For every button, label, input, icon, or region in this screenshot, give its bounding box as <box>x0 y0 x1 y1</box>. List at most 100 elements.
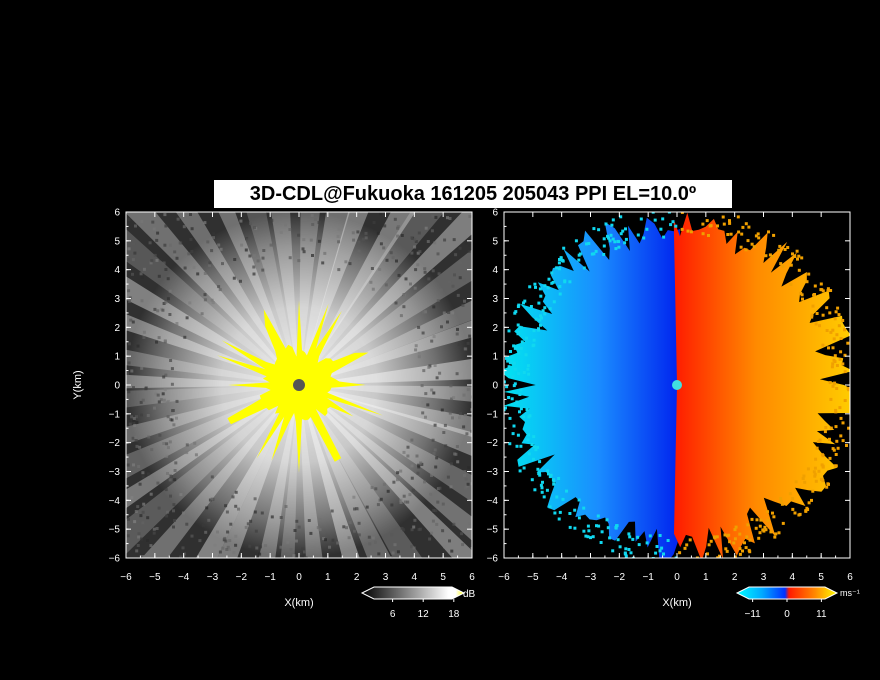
reflectivity-noise-cell <box>441 529 445 533</box>
velocity-speckle-cell <box>539 323 542 327</box>
reflectivity-noise-cell <box>415 454 419 458</box>
reflectivity-noise-cell <box>417 351 421 355</box>
velocity-speckle-cell <box>537 301 541 305</box>
velocity-speckle-cell <box>845 444 848 447</box>
velocity-speckle-cell <box>611 218 615 222</box>
x-tick-label: 1 <box>325 572 331 583</box>
reflectivity-noise-cell <box>169 494 172 498</box>
velocity-speckle-cell <box>755 518 759 522</box>
reflectivity-ray <box>126 349 299 385</box>
velocity-speckle-cell <box>606 526 610 530</box>
reflectivity-ray <box>299 212 445 385</box>
velocity-speckle-cell <box>504 406 507 410</box>
reflectivity-noise-cell <box>252 265 256 269</box>
velocity-speckle-cell <box>617 240 620 244</box>
velocity-speckle-cell <box>674 561 677 564</box>
reflectivity-noise-cell <box>253 510 257 514</box>
velocity-speckle-cell <box>528 414 532 418</box>
reflectivity-noise-cell <box>414 348 418 352</box>
reflectivity-noise-cell <box>136 344 140 348</box>
velocity-speckle-cell <box>827 482 830 486</box>
velocity-colorbar-unit: ms⁻¹ <box>840 588 860 598</box>
velocity-speckle-cell <box>522 301 525 305</box>
reflectivity-noise-cell <box>455 332 459 336</box>
velocity-speckle-cell <box>841 421 845 425</box>
velocity-speckle-cell <box>754 234 758 238</box>
y-tick-label: 1 <box>492 352 498 363</box>
reflectivity-noise-cell <box>424 415 427 419</box>
velocity-speckle-cell <box>831 362 835 366</box>
reflectivity-noise-cell <box>353 507 357 511</box>
velocity-speckle-cell <box>637 543 641 547</box>
x-tick-label: −2 <box>614 572 626 583</box>
reflectivity-noise-cell <box>131 436 135 440</box>
reflectivity-noise-cell <box>172 525 175 529</box>
reflectivity-noise-cell <box>187 252 191 256</box>
velocity-speckle-cell <box>614 526 618 530</box>
reflectivity-noise-cell <box>153 253 157 257</box>
reflectivity-noise-cell <box>159 257 163 261</box>
velocity-receding-region <box>673 212 850 558</box>
y-tick-label: −5 <box>109 525 121 536</box>
reflectivity-noise-cell <box>420 384 424 388</box>
reflectivity-noise-cell <box>295 519 299 523</box>
velocity-speckle-cell <box>519 388 523 392</box>
reflectivity-noise-cell <box>126 258 130 261</box>
reflectivity-noise-cell <box>449 485 453 489</box>
velocity-speckle-cell <box>814 457 818 461</box>
velocity-speckle-cell <box>629 551 633 555</box>
reflectivity-noise-cell <box>126 534 130 538</box>
reflectivity-noise-cell <box>316 526 320 530</box>
velocity-speckle-cell <box>530 443 534 446</box>
colorbar-tick-label: 12 <box>418 609 430 620</box>
reflectivity-noise-cell <box>204 530 208 534</box>
velocity-speckle-cell <box>740 232 744 236</box>
reflectivity-noise-cell <box>404 277 408 281</box>
velocity-speckle-cell <box>578 252 582 256</box>
y-tick-label: 5 <box>492 236 498 247</box>
reflectivity-noise-cell <box>456 327 459 331</box>
velocity-speckle-cell <box>543 306 547 310</box>
velocity-speckle-cell <box>793 511 797 515</box>
reflectivity-noise-cell <box>399 500 403 504</box>
reflectivity-panel: −6 −5 −4 −3 −2 −1 0 1 2 3 4 5 6 −6 −5 −4 −3 −2 −1 0 1 2 3 4 5 6 X… <box>72 208 475 610</box>
velocity-speckle-cell <box>744 248 748 252</box>
velocity-speckle-cell <box>777 248 781 252</box>
velocity-speckle-cell <box>725 549 729 553</box>
reflectivity-noise-cell <box>435 522 439 526</box>
reflectivity-noise-cell <box>452 522 456 526</box>
velocity-speckle-cell <box>689 230 693 234</box>
x-tick-label: −3 <box>207 572 219 583</box>
velocity-speckle-cell <box>605 518 609 522</box>
reflectivity-noise-cell <box>430 531 434 535</box>
velocity-speckle-cell <box>841 362 845 366</box>
velocity-speckle-cell <box>653 218 657 222</box>
velocity-speckle-cell <box>636 535 640 539</box>
reflectivity-noise-cell <box>134 436 138 439</box>
velocity-speckle-cell <box>754 526 758 530</box>
velocity-speckle-cell <box>538 473 542 477</box>
reflectivity-noise-cell <box>185 316 189 320</box>
reflectivity-noise-cell <box>424 226 428 230</box>
reflectivity-noise-cell <box>203 221 207 225</box>
velocity-speckle-cell <box>527 433 531 437</box>
reflectivity-noise-cell <box>414 268 418 272</box>
velocity-speckle-cell <box>814 479 818 483</box>
reflectivity-noise-cell <box>410 528 414 532</box>
reflectivity-noise-cell <box>345 526 348 530</box>
reflectivity-noise-cell <box>224 504 228 508</box>
velocity-speckle-cell <box>772 233 776 237</box>
velocity-speckle-cell <box>611 549 615 553</box>
reflectivity-noise-cell <box>286 540 290 544</box>
velocity-speckle-cell <box>558 292 562 296</box>
velocity-speckle-cell <box>819 477 823 481</box>
velocity-speckle-cell <box>738 552 742 556</box>
reflectivity-noise-cell <box>450 397 454 401</box>
reflectivity-noise-cell <box>154 322 158 326</box>
reflectivity-noise-cell <box>399 469 403 473</box>
reflectivity-noise-cell <box>234 534 238 538</box>
reflectivity-ray <box>299 212 472 385</box>
velocity-speckle-cell <box>836 446 840 450</box>
velocity-speckle-cell <box>728 221 732 225</box>
velocity-speckle-cell <box>835 364 839 367</box>
